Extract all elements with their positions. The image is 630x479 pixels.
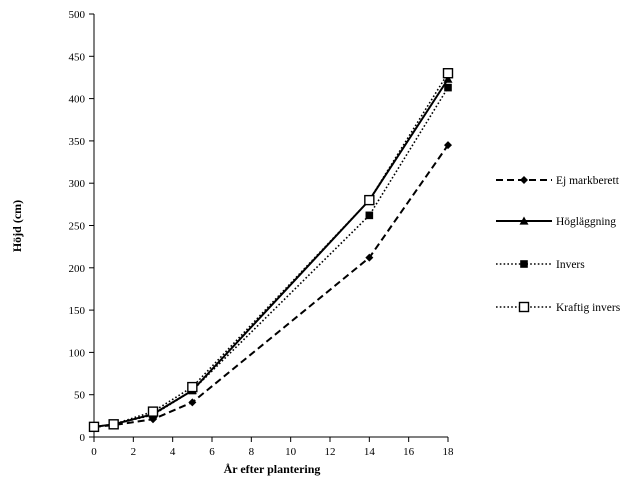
data-point — [444, 141, 452, 150]
series-line — [93, 78, 449, 428]
data-point — [364, 194, 375, 206]
x-tick-label: 18 — [443, 446, 455, 458]
x-tick-label: 0 — [91, 446, 97, 458]
series-line — [93, 87, 449, 428]
data-point — [147, 406, 159, 417]
data-point — [365, 211, 374, 220]
series-group — [88, 68, 454, 433]
legend-label: Högläggning — [556, 216, 616, 228]
y-tick-label: 0 — [80, 432, 86, 444]
y-tick-label: 400 — [69, 94, 86, 106]
legend-marker — [520, 260, 528, 268]
series-2 — [90, 83, 452, 431]
legend-label: Ej markberett — [556, 175, 620, 187]
legend-label: Kraftig invers — [556, 302, 621, 314]
y-tick-label: 200 — [69, 263, 86, 275]
legend: Ej markberett Högläggning Invers Kraftig in… — [496, 175, 621, 314]
y-tick-label: 300 — [69, 178, 86, 190]
x-tick-label: 10 — [285, 446, 297, 458]
legend-item-0: Ej markberett — [496, 175, 620, 187]
legend-marker — [518, 301, 530, 313]
x-tick-label: 6 — [209, 446, 215, 458]
series-line — [93, 72, 449, 428]
data-point — [443, 74, 453, 83]
x-tick-label: 14 — [364, 446, 376, 458]
y-tick-label: 350 — [69, 136, 86, 148]
data-point — [444, 83, 452, 92]
data-point — [88, 421, 100, 433]
data-point — [442, 68, 454, 79]
tick-labels: 0 50 100 150 200 250 300 350 400 450 500 0 2 4 6 8 10 12 1… — [69, 9, 455, 458]
data-point — [187, 381, 198, 393]
legend-item-3: Kraftig invers — [496, 301, 621, 314]
legend-item-1: Högläggning — [496, 216, 616, 228]
data-point — [108, 419, 119, 430]
y-tick-label: 250 — [69, 221, 86, 233]
legend-marker — [520, 176, 528, 184]
y-axis-title: Höjd (cm) — [10, 200, 24, 252]
y-tick-label: 500 — [69, 9, 86, 21]
series-1 — [89, 74, 453, 431]
axes — [89, 13, 449, 442]
x-tick-label: 8 — [249, 446, 255, 458]
y-tick-label: 100 — [69, 347, 86, 359]
series-3 — [88, 68, 454, 433]
x-tick-label: 12 — [325, 446, 336, 458]
legend-label: Invers — [556, 259, 585, 271]
data-point — [365, 253, 374, 262]
x-tick-label: 2 — [131, 446, 137, 458]
y-tick-label: 150 — [69, 305, 86, 317]
x-tick-label: 16 — [403, 446, 415, 458]
series-0 — [90, 141, 452, 431]
series-line — [93, 144, 449, 428]
x-axis-title: År efter plantering — [224, 462, 321, 476]
legend-marker — [519, 216, 529, 225]
x-tick-label: 4 — [170, 446, 176, 458]
data-point — [188, 398, 197, 407]
y-tick-label: 50 — [74, 390, 86, 402]
legend-item-2: Invers — [496, 259, 585, 271]
y-tick-label: 450 — [69, 51, 86, 63]
